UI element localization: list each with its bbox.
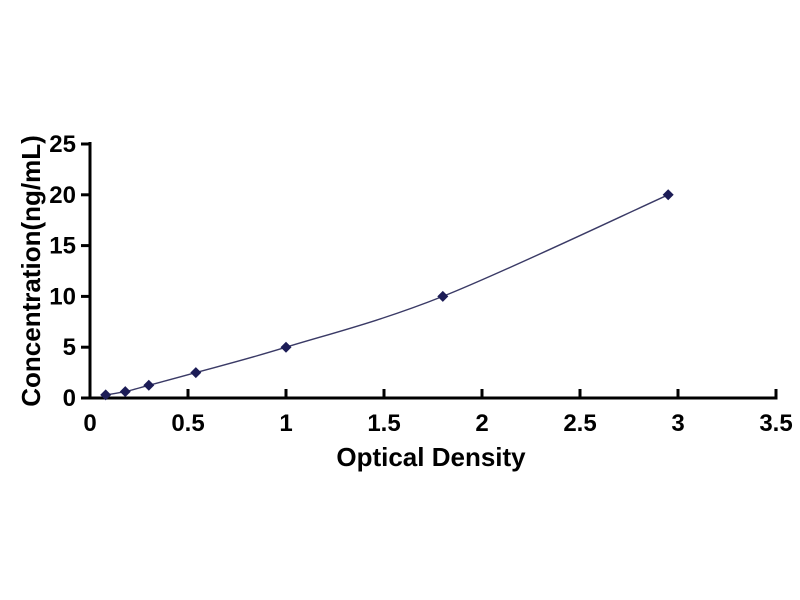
data-point-marker (100, 389, 112, 401)
x-tick-label: 1.5 (367, 410, 400, 437)
y-tick-label: 15 (49, 233, 76, 260)
x-axis-title: Optical Density (336, 442, 526, 472)
y-axis-title: Concentration(ng/mL) (16, 135, 46, 407)
standard-curve-line (105, 194, 669, 396)
data-point-marker (280, 341, 292, 353)
plot-area: 0 5 10 15 20 25 0 0.5 1 1.5 2 2.5 3 3.5 (49, 131, 792, 437)
x-tick-label: 3 (671, 410, 684, 437)
x-tick-label: 1 (279, 410, 292, 437)
x-tick-label: 2.5 (563, 410, 596, 437)
data-point-marker (662, 189, 674, 201)
data-point-marker (119, 386, 131, 398)
y-tick-label: 20 (49, 182, 76, 209)
y-tick-label: 5 (63, 334, 76, 361)
x-tick-label: 3.5 (759, 410, 792, 437)
x-tick-label: 0.5 (171, 410, 204, 437)
data-point-marker (190, 367, 202, 379)
x-tick-label: 2 (475, 410, 488, 437)
x-tick-label: 0 (83, 410, 96, 437)
y-tick-label: 25 (49, 131, 76, 158)
data-point-marker (143, 379, 155, 391)
y-tick-label: 0 (63, 385, 76, 412)
data-point-marker (437, 290, 449, 302)
y-tick-label: 10 (49, 283, 76, 310)
